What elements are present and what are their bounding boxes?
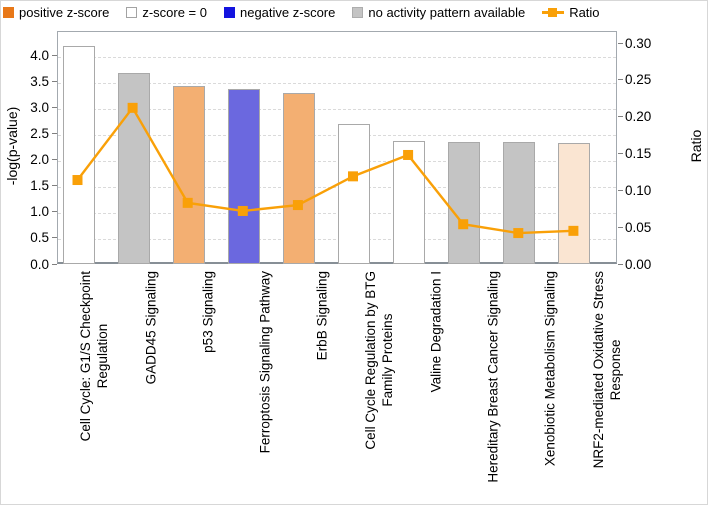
- y-tick-left: [52, 107, 57, 109]
- x-label-ferroptosis-signaling-pathway: Ferroptosis Signaling Pathway: [257, 271, 273, 454]
- y-tick-left: [52, 133, 57, 135]
- y-tick-left: [52, 81, 57, 83]
- legend-item-ratio: Ratio: [542, 4, 600, 20]
- y-axis-title-right: Ratio: [688, 129, 704, 163]
- bar-cell-cycle-g1-s-checkpoint-regulation: [62, 45, 95, 264]
- bar-cell-cycle-regulation-by-btg-family-proteins: [338, 124, 370, 264]
- bar-hereditary-breast-cancer-signaling: [448, 141, 481, 264]
- y-tick-left: [52, 237, 57, 239]
- y-tick-right: [618, 226, 623, 228]
- x-label-p53-signaling: p53 Signaling: [200, 271, 216, 353]
- ratio-marker-cell-cycle-regulation-by-btg-family-proteins: [348, 171, 358, 182]
- ratio-marker-gadd45-signaling: [127, 102, 138, 113]
- y-tick-label-left: 0.0: [30, 256, 49, 272]
- y-tick-label-left: 3.5: [30, 74, 49, 90]
- ratio-marker-hereditary-breast-cancer-signaling: [458, 219, 469, 230]
- y-tick-right: [618, 153, 623, 154]
- y-tick-label-right: 0.10: [625, 182, 652, 198]
- gridline: [58, 134, 616, 136]
- y-tick-label-left: 3.0: [30, 100, 49, 116]
- ratio-marker-erbb-signaling: [292, 200, 303, 211]
- legend-label: z-score = 0: [142, 4, 207, 20]
- legend-label: negative z-score: [239, 4, 336, 20]
- legend-label: positive z-score: [19, 4, 110, 20]
- x-label-cell-cycle-regulation-by-btg-family-proteins: Cell Cycle Regulation by BTG Family Prot…: [363, 271, 395, 450]
- y-tick-left: [52, 185, 57, 187]
- gridline: [58, 160, 616, 162]
- y-tick-label-left: 1.0: [30, 204, 49, 220]
- bar-nrf2-mediated-oxidative-stress-response: [558, 142, 591, 264]
- ratio-marker-p53-signaling: [182, 197, 193, 208]
- y-tick-left: [52, 211, 57, 213]
- y-tick-right: [618, 189, 623, 191]
- x-label-valine-degradation-i: Valine Degradation I: [428, 271, 444, 393]
- legend-label: Ratio: [569, 4, 600, 20]
- ratio-marker-cell-cycle-g1-s-checkpoint-regulation: [72, 175, 83, 186]
- y-tick-label-left: 1.5: [30, 178, 49, 194]
- x-label-nrf2-mediated-oxidative-stress-response: NRF2-mediated Oxidative Stress Response: [591, 271, 623, 469]
- x-label-erbb-signaling: ErbB Signaling: [314, 271, 330, 361]
- ratio-marker-nrf2-mediated-oxidative-stress-response: [568, 225, 579, 236]
- y-tick-label-right: 0.20: [625, 109, 652, 125]
- x-label-hereditary-breast-cancer-signaling: Hereditary Breast Cancer Signaling: [485, 271, 501, 483]
- ratio-line: [76, 105, 574, 235]
- x-label-xenobiotic-metabolism-signaling: Xenobiotic Metabolism Signaling: [542, 271, 558, 467]
- y-tick-right: [618, 116, 623, 118]
- z-score-0-swatch-icon: [126, 6, 138, 18]
- bar-erbb-signaling: [282, 92, 315, 264]
- bar-p53-signaling: [172, 86, 205, 264]
- ratio-marker-valine-degradation-i: [403, 149, 414, 160]
- no-activity-pattern-available-swatch-icon: [352, 6, 364, 18]
- gridline: [58, 212, 616, 214]
- gridline: [58, 186, 616, 188]
- legend-item-z-score-0: z-score = 0: [126, 5, 207, 20]
- y-tick-label-right: 0.00: [625, 256, 652, 272]
- x-label-gadd45-signaling: GADD45 Signaling: [143, 271, 159, 385]
- bar-ferroptosis-signaling-pathway: [227, 89, 260, 264]
- gridline: [58, 108, 616, 110]
- y-tick-left: [52, 55, 57, 57]
- ratio-marker-ferroptosis-signaling-pathway: [237, 205, 248, 216]
- y-tick-label-right: 0.05: [625, 219, 652, 235]
- y-tick-label-left: 2.5: [30, 126, 49, 142]
- y-tick-right: [618, 42, 623, 44]
- y-tick-label-left: 2.0: [30, 152, 49, 168]
- y-tick-right: [618, 79, 623, 81]
- legend-item-negative-z-score: negative z-score: [223, 4, 336, 20]
- legend-item-no-activity-pattern-available: no activity pattern available: [352, 5, 525, 20]
- y-tick-left: [52, 263, 57, 265]
- y-tick-label-right: 0.30: [625, 35, 652, 51]
- y-tick-left: [52, 159, 57, 161]
- legend-item-positive-z-score: positive z-score: [3, 5, 109, 20]
- gridline: [58, 82, 616, 84]
- gridline: [58, 56, 616, 58]
- y-tick-label-right: 0.15: [625, 146, 652, 161]
- x-label-cell-cycle-g1-s-checkpoint-regulation: Cell Cycle: G1/S Checkpoint Regulation: [78, 271, 110, 442]
- gridline: [58, 238, 616, 240]
- ratio-marker-xenobiotic-metabolism-signaling: [513, 228, 524, 239]
- y-tick-right: [618, 263, 623, 265]
- bar-valine-degradation-i: [393, 141, 426, 264]
- positive-z-score-swatch-icon: [3, 6, 14, 18]
- legend-label: no activity pattern available: [368, 4, 526, 20]
- negative-z-score-swatch-icon: [223, 6, 235, 18]
- ratio-line-marker-icon: [542, 6, 565, 19]
- y-tick-label-right: 0.25: [625, 72, 652, 88]
- legend: positive z-score z-score = 0 negative z-sc…: [3, 3, 600, 21]
- y-tick-label-left: 4.0: [30, 48, 49, 64]
- bar-xenobiotic-metabolism-signaling: [503, 142, 536, 264]
- y-tick-label-left: 0.5: [30, 230, 49, 246]
- ratio-line-overlay: [72, 102, 579, 239]
